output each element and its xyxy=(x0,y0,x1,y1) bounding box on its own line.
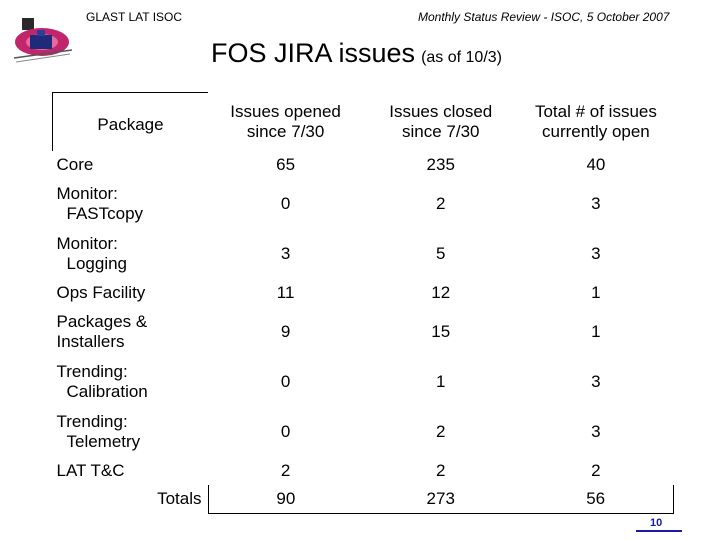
row-closed: 5 xyxy=(436,244,446,263)
row-opened: 65 xyxy=(276,155,296,174)
row-package-line2: FASTcopy xyxy=(66,204,144,223)
row-opened: 9 xyxy=(280,322,291,341)
table-row: Monitor: Logging 3 5 3 xyxy=(53,229,674,279)
row-open: 3 xyxy=(591,244,601,263)
row-closed: 15 xyxy=(431,322,451,341)
header-package: Package xyxy=(52,92,208,151)
row-opened: 11 xyxy=(276,283,295,302)
row-package: LAT T&C xyxy=(56,461,125,480)
row-package-line2: Installers xyxy=(56,332,125,351)
title-main: FOS JIRA issues xyxy=(211,38,416,68)
row-open: 2 xyxy=(591,461,601,480)
row-package: Trending: Telemetry xyxy=(53,407,209,457)
row-closed: 2 xyxy=(436,461,446,480)
totals-opened: 90 xyxy=(208,485,364,514)
totals-open: 56 xyxy=(518,485,675,514)
totals-closed: 273 xyxy=(363,485,519,514)
row-package-line2: Telemetry xyxy=(66,432,141,451)
row-opened: 0 xyxy=(280,422,291,441)
row-package-line2: Logging xyxy=(66,254,128,273)
header-open-line2: currently open xyxy=(542,121,650,141)
header-closed-line1: Issues closed xyxy=(389,101,493,121)
row-opened: 0 xyxy=(280,194,291,213)
row-package-line1: Packages & xyxy=(56,312,148,331)
row-closed: 1 xyxy=(436,372,446,391)
row-package: Packages & Installers xyxy=(53,307,209,357)
table-row: Core 65 235 40 xyxy=(53,151,674,179)
row-open: 3 xyxy=(591,372,601,391)
table-row: LAT T&C 2 2 2 xyxy=(53,457,674,485)
page-number-underline xyxy=(636,530,682,532)
row-opened: 0 xyxy=(280,372,291,391)
slide-title: FOS JIRA issues (as of 10/3) xyxy=(211,38,502,69)
header-open: Total # of issues currently open xyxy=(518,93,673,152)
title-sub: (as of 10/3) xyxy=(421,49,502,66)
row-open: 3 xyxy=(591,194,601,213)
table-row: Trending: Calibration 0 1 3 xyxy=(53,357,674,407)
row-open: 1 xyxy=(591,322,601,341)
row-package-line2: Calibration xyxy=(66,382,148,401)
jira-issues-table: Package Issues opened since 7/30 Issues … xyxy=(52,92,675,514)
totals-label: Totals xyxy=(52,485,209,514)
row-closed: 235 xyxy=(426,155,455,174)
header-closed: Issues closed since 7/30 xyxy=(363,93,518,152)
header-closed-line2: since 7/30 xyxy=(401,121,480,141)
header-review: Monthly Status Review - ISOC, 5 October … xyxy=(418,10,670,24)
header-opened-line2: since 7/30 xyxy=(246,121,325,141)
row-closed: 2 xyxy=(436,194,446,213)
page-number: 10 xyxy=(650,517,663,529)
row-package-line1: Trending: xyxy=(56,362,128,381)
header-open-line1: Total # of issues xyxy=(534,101,657,121)
row-closed: 2 xyxy=(436,422,446,441)
row-package: Monitor: Logging xyxy=(53,229,209,279)
table-header-row: Package Issues opened since 7/30 Issues … xyxy=(52,92,674,152)
table-row: Packages & Installers 9 15 1 xyxy=(53,307,674,357)
table-row: Monitor: FASTcopy 0 2 3 xyxy=(53,179,674,229)
row-package: Monitor: FASTcopy xyxy=(53,179,209,229)
row-closed: 12 xyxy=(431,283,451,302)
row-package: Core xyxy=(56,155,94,174)
glast-logo xyxy=(13,18,73,63)
row-package: Trending: Calibration xyxy=(53,357,209,407)
row-package-line1: Monitor: xyxy=(56,234,118,253)
row-open: 3 xyxy=(591,422,601,441)
header-opened: Issues opened since 7/30 xyxy=(208,93,363,152)
row-package: Ops Facility xyxy=(56,283,146,302)
header-org: GLAST LAT ISOC xyxy=(86,10,183,24)
header-opened-line1: Issues opened xyxy=(230,101,341,121)
row-package-line1: Monitor: xyxy=(56,184,118,203)
row-opened: 2 xyxy=(280,461,291,480)
row-package-line1: Trending: xyxy=(56,412,128,431)
row-open: 40 xyxy=(586,155,606,174)
table-row: Trending: Telemetry 0 2 3 xyxy=(53,407,674,457)
row-opened: 3 xyxy=(280,244,291,263)
row-open: 1 xyxy=(591,283,601,302)
table-row: Ops Facility 11 12 1 xyxy=(53,279,674,307)
totals-row: Totals 90 273 56 xyxy=(52,485,675,514)
